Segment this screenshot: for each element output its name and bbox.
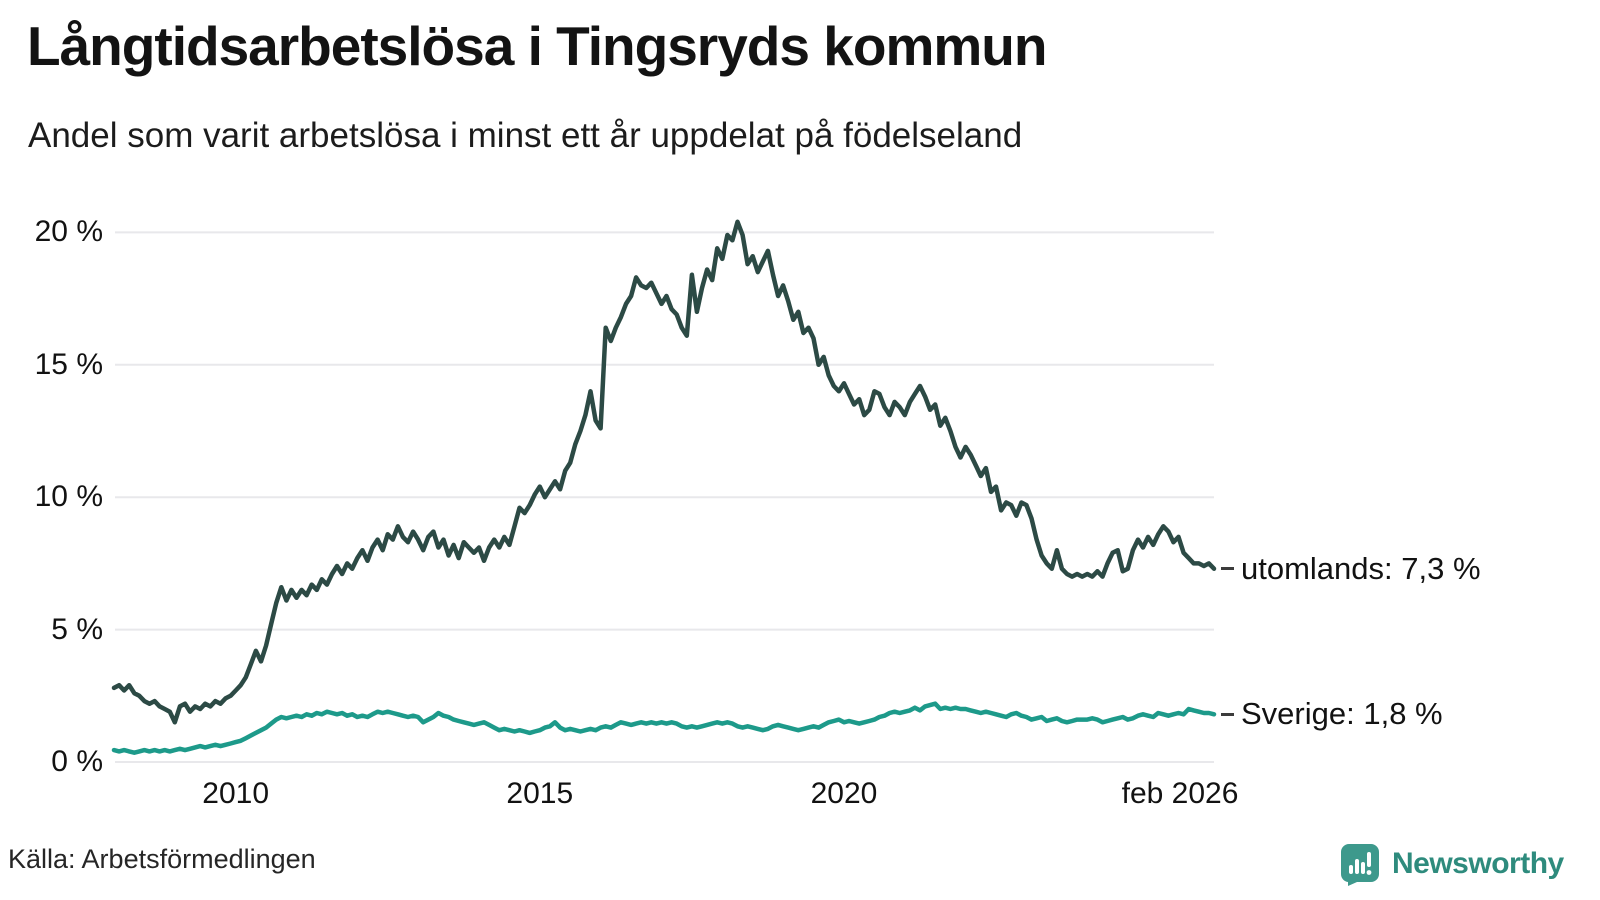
x-tick-label: 2020 <box>810 777 878 810</box>
brand-name: Newsworthy <box>1392 847 1564 880</box>
page-subtitle: Andel som varit arbetslösa i minst ett å… <box>28 116 1023 155</box>
label-connector-line <box>1221 712 1234 716</box>
x-tick-label: feb 2026 <box>1121 777 1239 810</box>
sverige-end-label: Sverige: 1,8 % <box>1221 693 1443 735</box>
y-tick-label: 5 % <box>51 612 103 646</box>
utomlands-line <box>111 219 1217 725</box>
sverige-end-label-text: Sverige: 1,8 % <box>1241 696 1443 732</box>
page-title: Långtidsarbetslösa i Tingsryds kommun <box>27 15 1047 77</box>
x-tick-label: 2015 <box>506 777 574 810</box>
utomlands-end-label: utomlands: 7,3 % <box>1221 548 1481 590</box>
source-note: Källa: Arbetsförmedlingen <box>8 844 316 874</box>
gridlines <box>115 231 1214 763</box>
y-tick-label: 20 % <box>34 215 103 249</box>
speech-bubble-bar-chart-icon <box>1340 844 1379 886</box>
y-tick-label: 15 % <box>34 347 103 381</box>
y-tick-label: 0 % <box>51 745 103 778</box>
utomlands-end-label-text: utomlands: 7,3 % <box>1241 550 1481 586</box>
label-connector-line <box>1221 567 1234 571</box>
brand-logo: Newsworthy <box>1338 842 1564 886</box>
sverige-line <box>111 701 1217 755</box>
y-tick-label: 10 % <box>34 480 103 514</box>
x-tick-label: 2010 <box>202 777 270 810</box>
